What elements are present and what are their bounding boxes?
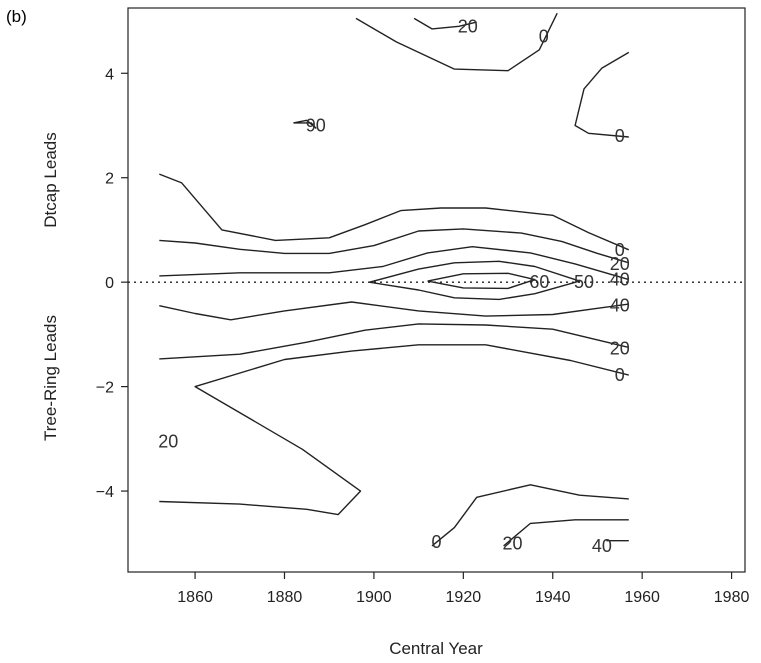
- contour-label: 0: [615, 365, 625, 385]
- contour-label: 40: [592, 536, 612, 556]
- y-tick-label: 0: [105, 275, 114, 292]
- y-axis-label-upper: Dtcap Leads: [41, 132, 60, 227]
- contour-label: 40: [610, 296, 630, 316]
- contour-label: 20: [610, 254, 630, 274]
- contour-line: [574, 51, 630, 138]
- contour-line: [503, 519, 629, 547]
- contour-line: [159, 173, 630, 251]
- x-tick-label: 1980: [714, 589, 750, 606]
- x-tick-label: 1940: [535, 589, 571, 606]
- x-tick-label: 1960: [624, 589, 660, 606]
- contour-label: 20: [158, 431, 178, 451]
- contour-line: [159, 344, 629, 516]
- contour-line: [355, 12, 558, 72]
- contour-line: [369, 260, 581, 301]
- x-axis-label: Central Year: [389, 639, 483, 658]
- contour-line: [431, 484, 629, 547]
- x-tick-label: 1880: [267, 589, 303, 606]
- contour-line: [159, 323, 629, 360]
- contour-label: 40: [610, 270, 630, 290]
- y-tick-label: 2: [105, 171, 114, 188]
- x-tick-label: 1900: [356, 589, 392, 606]
- y-axis-label-lower: Tree-Ring Leads: [41, 315, 60, 441]
- contour-label: 0: [539, 27, 549, 47]
- contour-label: 60: [529, 272, 549, 292]
- axes: 1860 1880 1900 1920 1940 1960 1980 −4 −2 0 2 4: [96, 7, 750, 606]
- y-tick-label: 4: [105, 66, 114, 83]
- contour-line: [159, 228, 630, 264]
- contour-label: 20: [610, 338, 630, 358]
- plot-frame: [127, 7, 746, 573]
- contour-line: [159, 301, 629, 321]
- contour-label: 0: [615, 240, 625, 260]
- contour-label: 0: [615, 126, 625, 146]
- contour-line: [159, 245, 629, 281]
- panel-label: (b): [6, 7, 27, 26]
- y-tick-label: −2: [96, 380, 114, 397]
- y-tick-label: −4: [96, 484, 114, 501]
- contour-label: 20: [502, 533, 522, 553]
- contour-lines: [159, 12, 630, 547]
- x-tick-label: 1920: [446, 589, 482, 606]
- contour-line: [413, 17, 477, 30]
- contour-line: [293, 119, 317, 129]
- contour-line: [427, 272, 536, 290]
- contour-label: 0: [431, 532, 441, 552]
- contour-label: 20: [458, 16, 478, 36]
- x-tick-label: 1860: [177, 589, 213, 606]
- contour-label: 90: [306, 116, 326, 136]
